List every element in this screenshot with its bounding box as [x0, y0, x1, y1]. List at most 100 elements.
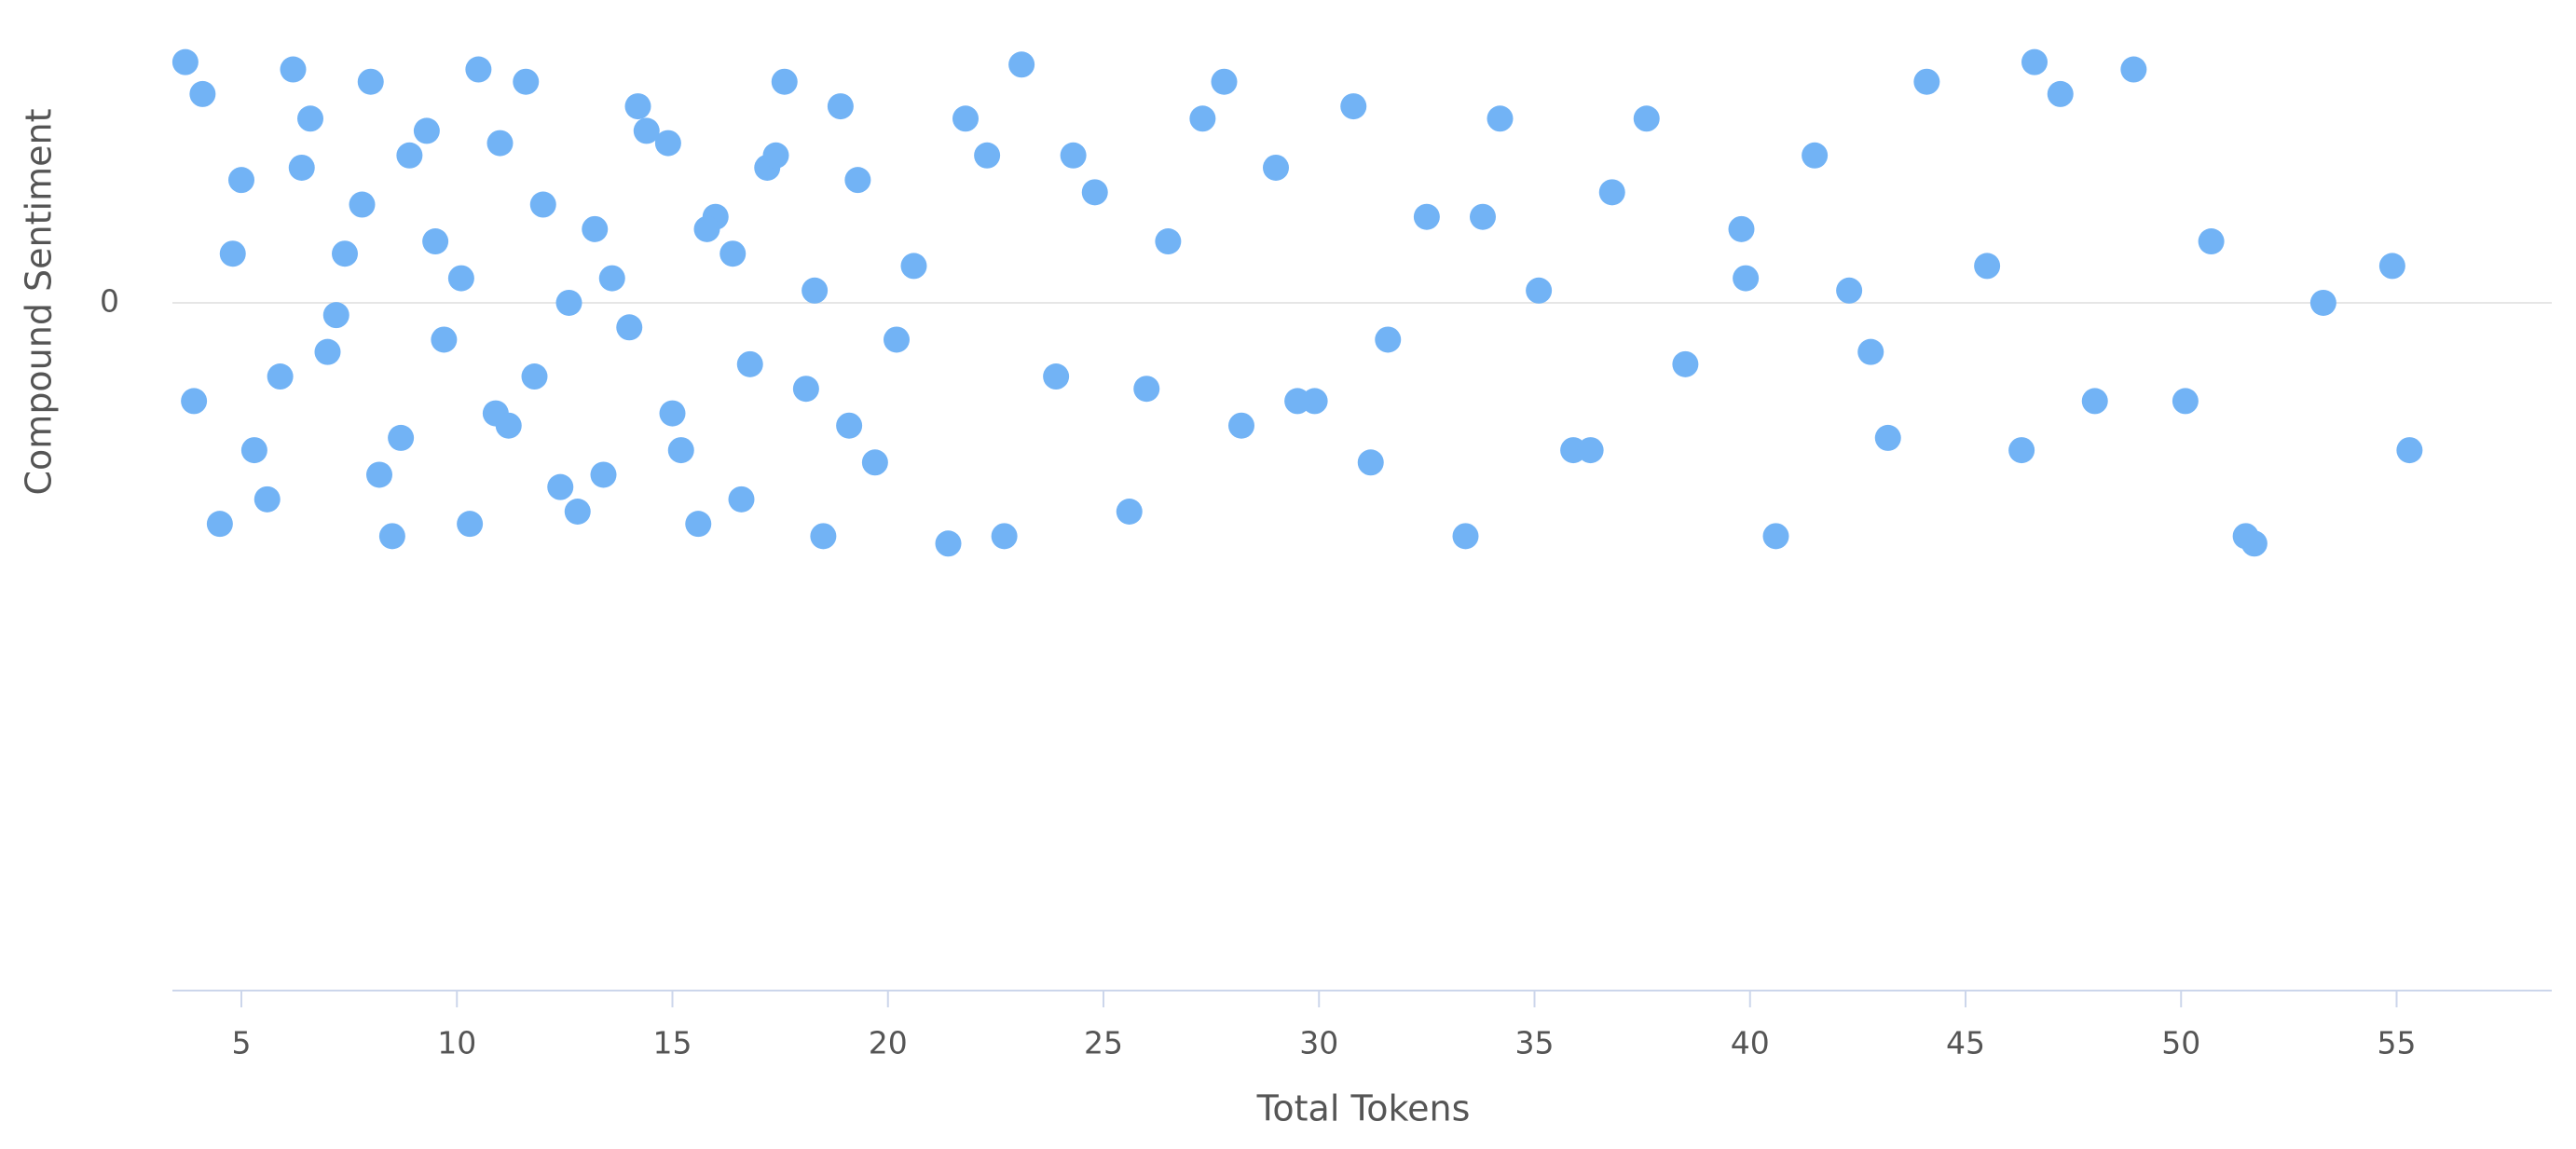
- x-tick-label: 30: [1299, 1025, 1338, 1061]
- point: [1116, 499, 1143, 525]
- point: [736, 350, 763, 377]
- point: [1211, 68, 1238, 95]
- point: [521, 363, 548, 390]
- point: [1189, 105, 1216, 132]
- point: [280, 56, 307, 83]
- point: [388, 424, 415, 451]
- point: [884, 326, 910, 353]
- point: [2172, 388, 2199, 415]
- point: [2309, 289, 2336, 316]
- point: [297, 105, 323, 132]
- point: [1487, 105, 1514, 132]
- point: [1733, 265, 1760, 292]
- point: [836, 412, 863, 439]
- point: [495, 412, 522, 439]
- point: [1060, 142, 1087, 169]
- x-tick-label: 50: [2161, 1025, 2200, 1061]
- point: [861, 449, 888, 476]
- point: [1974, 253, 2001, 280]
- point: [685, 511, 712, 538]
- point: [667, 437, 694, 464]
- point: [555, 289, 582, 316]
- x-tick-label: 20: [869, 1025, 908, 1061]
- point: [762, 142, 789, 169]
- point: [413, 117, 440, 144]
- y-axis-title: Compound Sentiment: [19, 109, 60, 496]
- point: [396, 142, 423, 169]
- point: [1043, 363, 1070, 390]
- point: [322, 302, 349, 329]
- point: [2378, 253, 2405, 280]
- point: [171, 48, 199, 75]
- point: [465, 56, 492, 83]
- point: [253, 486, 281, 513]
- point: [2047, 80, 2074, 107]
- x-tick-label: 25: [1084, 1025, 1123, 1061]
- point: [1357, 449, 1384, 476]
- point: [332, 240, 358, 267]
- point: [844, 167, 871, 194]
- point: [991, 523, 1018, 550]
- point: [624, 93, 651, 120]
- point: [378, 523, 405, 550]
- point: [349, 191, 376, 218]
- point: [1470, 203, 1496, 230]
- point: [366, 461, 392, 488]
- x-tick-label: 35: [1515, 1025, 1555, 1061]
- x-tick-label: 5: [232, 1025, 252, 1061]
- point: [659, 400, 686, 427]
- x-tick-label: 45: [1946, 1025, 1985, 1061]
- point: [513, 68, 540, 95]
- point: [564, 499, 591, 525]
- point: [2396, 437, 2423, 464]
- point: [1633, 105, 1660, 132]
- point: [447, 265, 474, 292]
- point: [422, 228, 449, 255]
- point: [1672, 350, 1699, 377]
- point: [633, 117, 660, 144]
- point: [616, 314, 643, 341]
- point: [357, 68, 384, 95]
- x-tick-label: 10: [437, 1025, 476, 1061]
- point: [1762, 523, 1789, 550]
- point: [2232, 523, 2259, 550]
- point: [810, 523, 837, 550]
- point: [827, 93, 854, 120]
- point: [598, 265, 625, 292]
- point: [792, 376, 819, 403]
- point: [1008, 51, 1035, 78]
- point: [431, 326, 458, 353]
- point: [1452, 523, 1479, 550]
- point: [288, 154, 315, 181]
- x-tick-label: 40: [1731, 1025, 1770, 1061]
- point: [2120, 56, 2147, 83]
- x-tick-label: 55: [2377, 1025, 2417, 1061]
- point: [2021, 48, 2048, 75]
- point: [693, 215, 720, 242]
- point: [728, 486, 755, 513]
- point: [1155, 228, 1182, 255]
- point: [189, 80, 216, 107]
- point: [952, 105, 979, 132]
- point: [1598, 179, 1625, 206]
- point: [1340, 93, 1367, 120]
- point: [1874, 424, 1901, 451]
- point: [1802, 142, 1829, 169]
- point: [1728, 215, 1755, 242]
- point: [181, 388, 208, 415]
- point: [2198, 228, 2225, 255]
- point: [529, 191, 556, 218]
- point: [802, 277, 829, 304]
- point: [900, 253, 927, 280]
- point: [974, 142, 1001, 169]
- point: [206, 511, 233, 538]
- point: [582, 215, 609, 242]
- point: [1857, 338, 1884, 365]
- point: [228, 167, 254, 194]
- point: [457, 511, 484, 538]
- point: [590, 461, 617, 488]
- point: [1413, 203, 1440, 230]
- point: [1526, 277, 1553, 304]
- point: [219, 240, 246, 267]
